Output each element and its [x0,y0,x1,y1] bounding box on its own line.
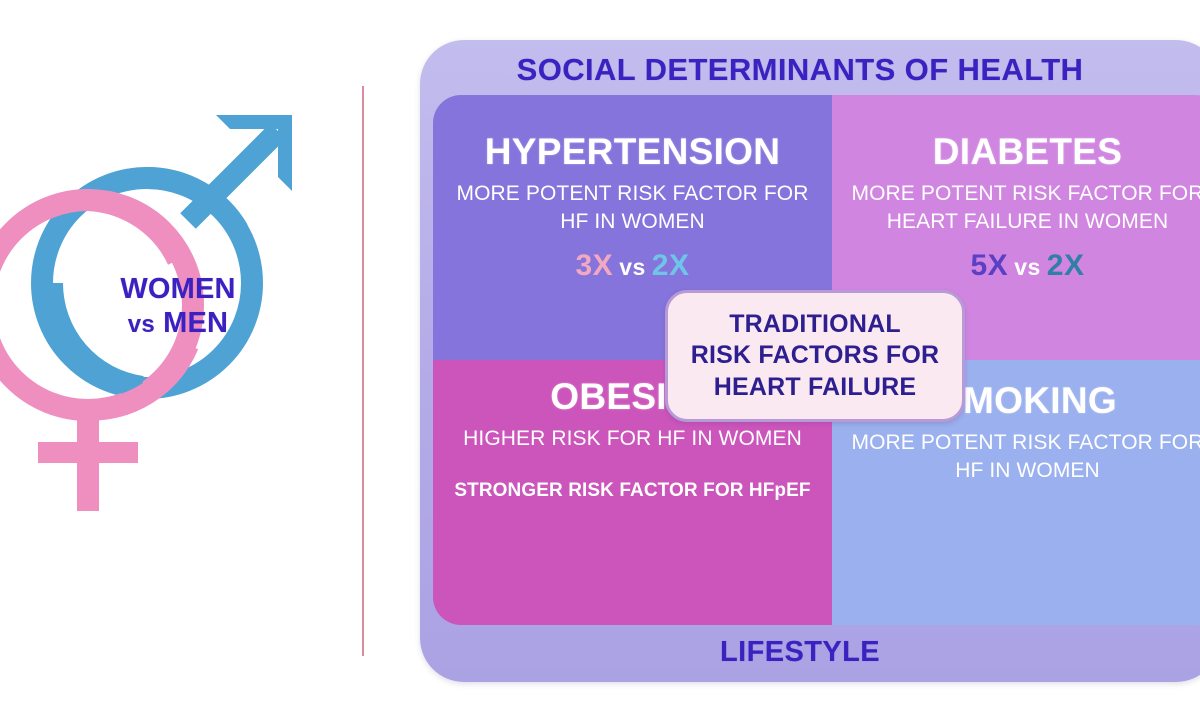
sub-line-2: HF IN WOMEN [955,458,1100,482]
ratio-men-value: 2X [1046,249,1085,283]
quadrant-title-diabetes: DIABETES [932,131,1123,172]
quadrant-title-hypertension: HYPERTENSION [484,131,781,172]
quadrant-ratio-hypertension: 3X vs 2X [433,249,832,283]
quadrant-title-smoking: SMOKING [938,380,1117,421]
vs-men-label: vs MEN [88,306,268,340]
ratio-vs-text: vs [1014,254,1041,281]
vertical-divider [362,86,364,656]
men-text: MEN [154,307,229,340]
quadrant-sub-smoking: MORE POTENT RISK FACTOR FOR HF IN WOMEN [832,429,1200,484]
ratio-women-value: 5X [970,249,1009,283]
callout-line-2: RISK FACTORS FOR [690,341,940,370]
quadrant-sub2-obesity: STRONGER RISK FACTOR FOR HFpEF [454,479,811,501]
sub-line-1: MORE POTENT RISK FACTOR FOR [851,181,1200,205]
sub-line-1: MORE POTENT RISK FACTOR FOR [456,181,809,205]
quadrant-sub-diabetes: MORE POTENT RISK FACTOR FOR HEART FAILUR… [832,180,1200,235]
ratio-vs-text: vs [619,254,646,281]
callout-line-3: HEART FAILURE [713,372,917,401]
gender-symbol-icon [0,95,332,515]
women-vs-men-label: WOMEN vs MEN [88,272,268,340]
frame-footer-lifestyle: LIFESTYLE [720,636,880,668]
sub-line-1: MORE POTENT RISK FACTOR FOR [851,430,1200,454]
quadrant-sub-hypertension: MORE POTENT RISK FACTOR FOR HF IN WOMEN [433,180,832,235]
frame-title-social-determinants: SOCIAL DETERMINANTS OF HEALTH [516,52,1084,87]
women-vs-men-panel: WOMEN vs MEN [0,0,360,720]
sub-line-2: HEART FAILURE IN WOMEN [886,209,1169,233]
vs-text: vs [127,311,155,339]
callout-line-1: TRADITIONAL [729,309,901,338]
quadrant-sub-obesity: HIGHER RISK FOR HF IN WOMEN [463,426,802,450]
quadrant-ratio-diabetes: 5X vs 2X [832,249,1200,283]
center-callout-traditional-risk-factors: TRADITIONAL RISK FACTORS FOR HEART FAILU… [665,290,965,422]
ratio-men-value: 2X [651,249,690,283]
sub-line-2: HF IN WOMEN [560,209,705,233]
women-label: WOMEN [120,273,236,305]
ratio-women-value: 3X [575,249,614,283]
